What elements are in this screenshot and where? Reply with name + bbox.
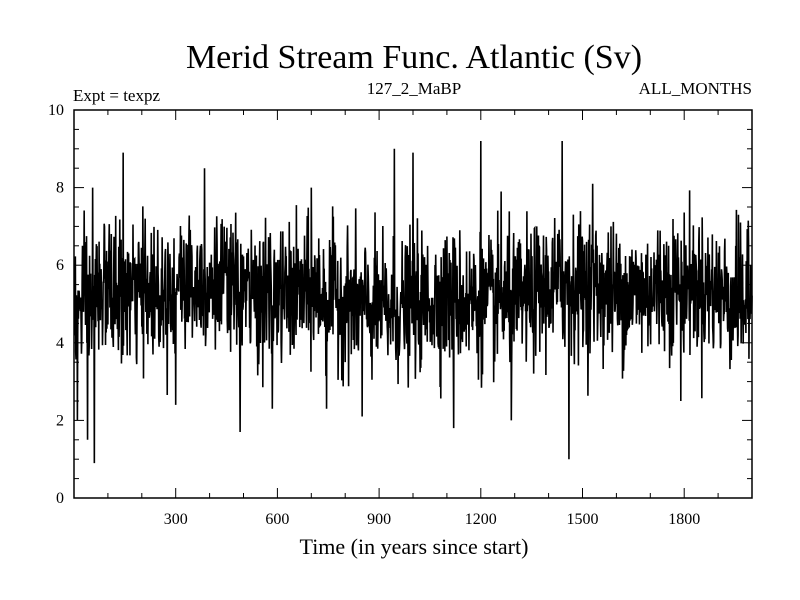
x-tick-label: 1200: [465, 511, 497, 528]
x-tick-label: 1500: [567, 511, 599, 528]
y-tick-label: 10: [48, 102, 64, 119]
y-tick-label: 8: [56, 180, 64, 197]
plot-frame: [73, 109, 753, 499]
y-tick-label: 0: [56, 490, 64, 507]
x-tick-label: 900: [367, 511, 391, 528]
chart-title: Merid Stream Func. Atlantic (Sv): [186, 39, 642, 76]
series-layer: [73, 141, 753, 464]
experiment-label: Expt = texpz: [73, 86, 160, 105]
x-axis-label: Time (in years since start): [300, 534, 529, 559]
x-tick-label: 600: [265, 511, 289, 528]
period-label: 127_2_MaBP: [367, 79, 461, 98]
y-tick-label: 4: [56, 335, 64, 352]
y-tick-label: 6: [56, 257, 64, 274]
axis-layer: 300 600 900 1200 1500 1800 0 2 4 6 8 10: [48, 102, 752, 528]
x-tick-label: 1800: [668, 511, 700, 528]
y-tick-label: 2: [56, 412, 64, 429]
months-label: ALL_MONTHS: [639, 79, 752, 98]
series-line: [73, 141, 753, 464]
x-tick-label: 300: [164, 511, 188, 528]
